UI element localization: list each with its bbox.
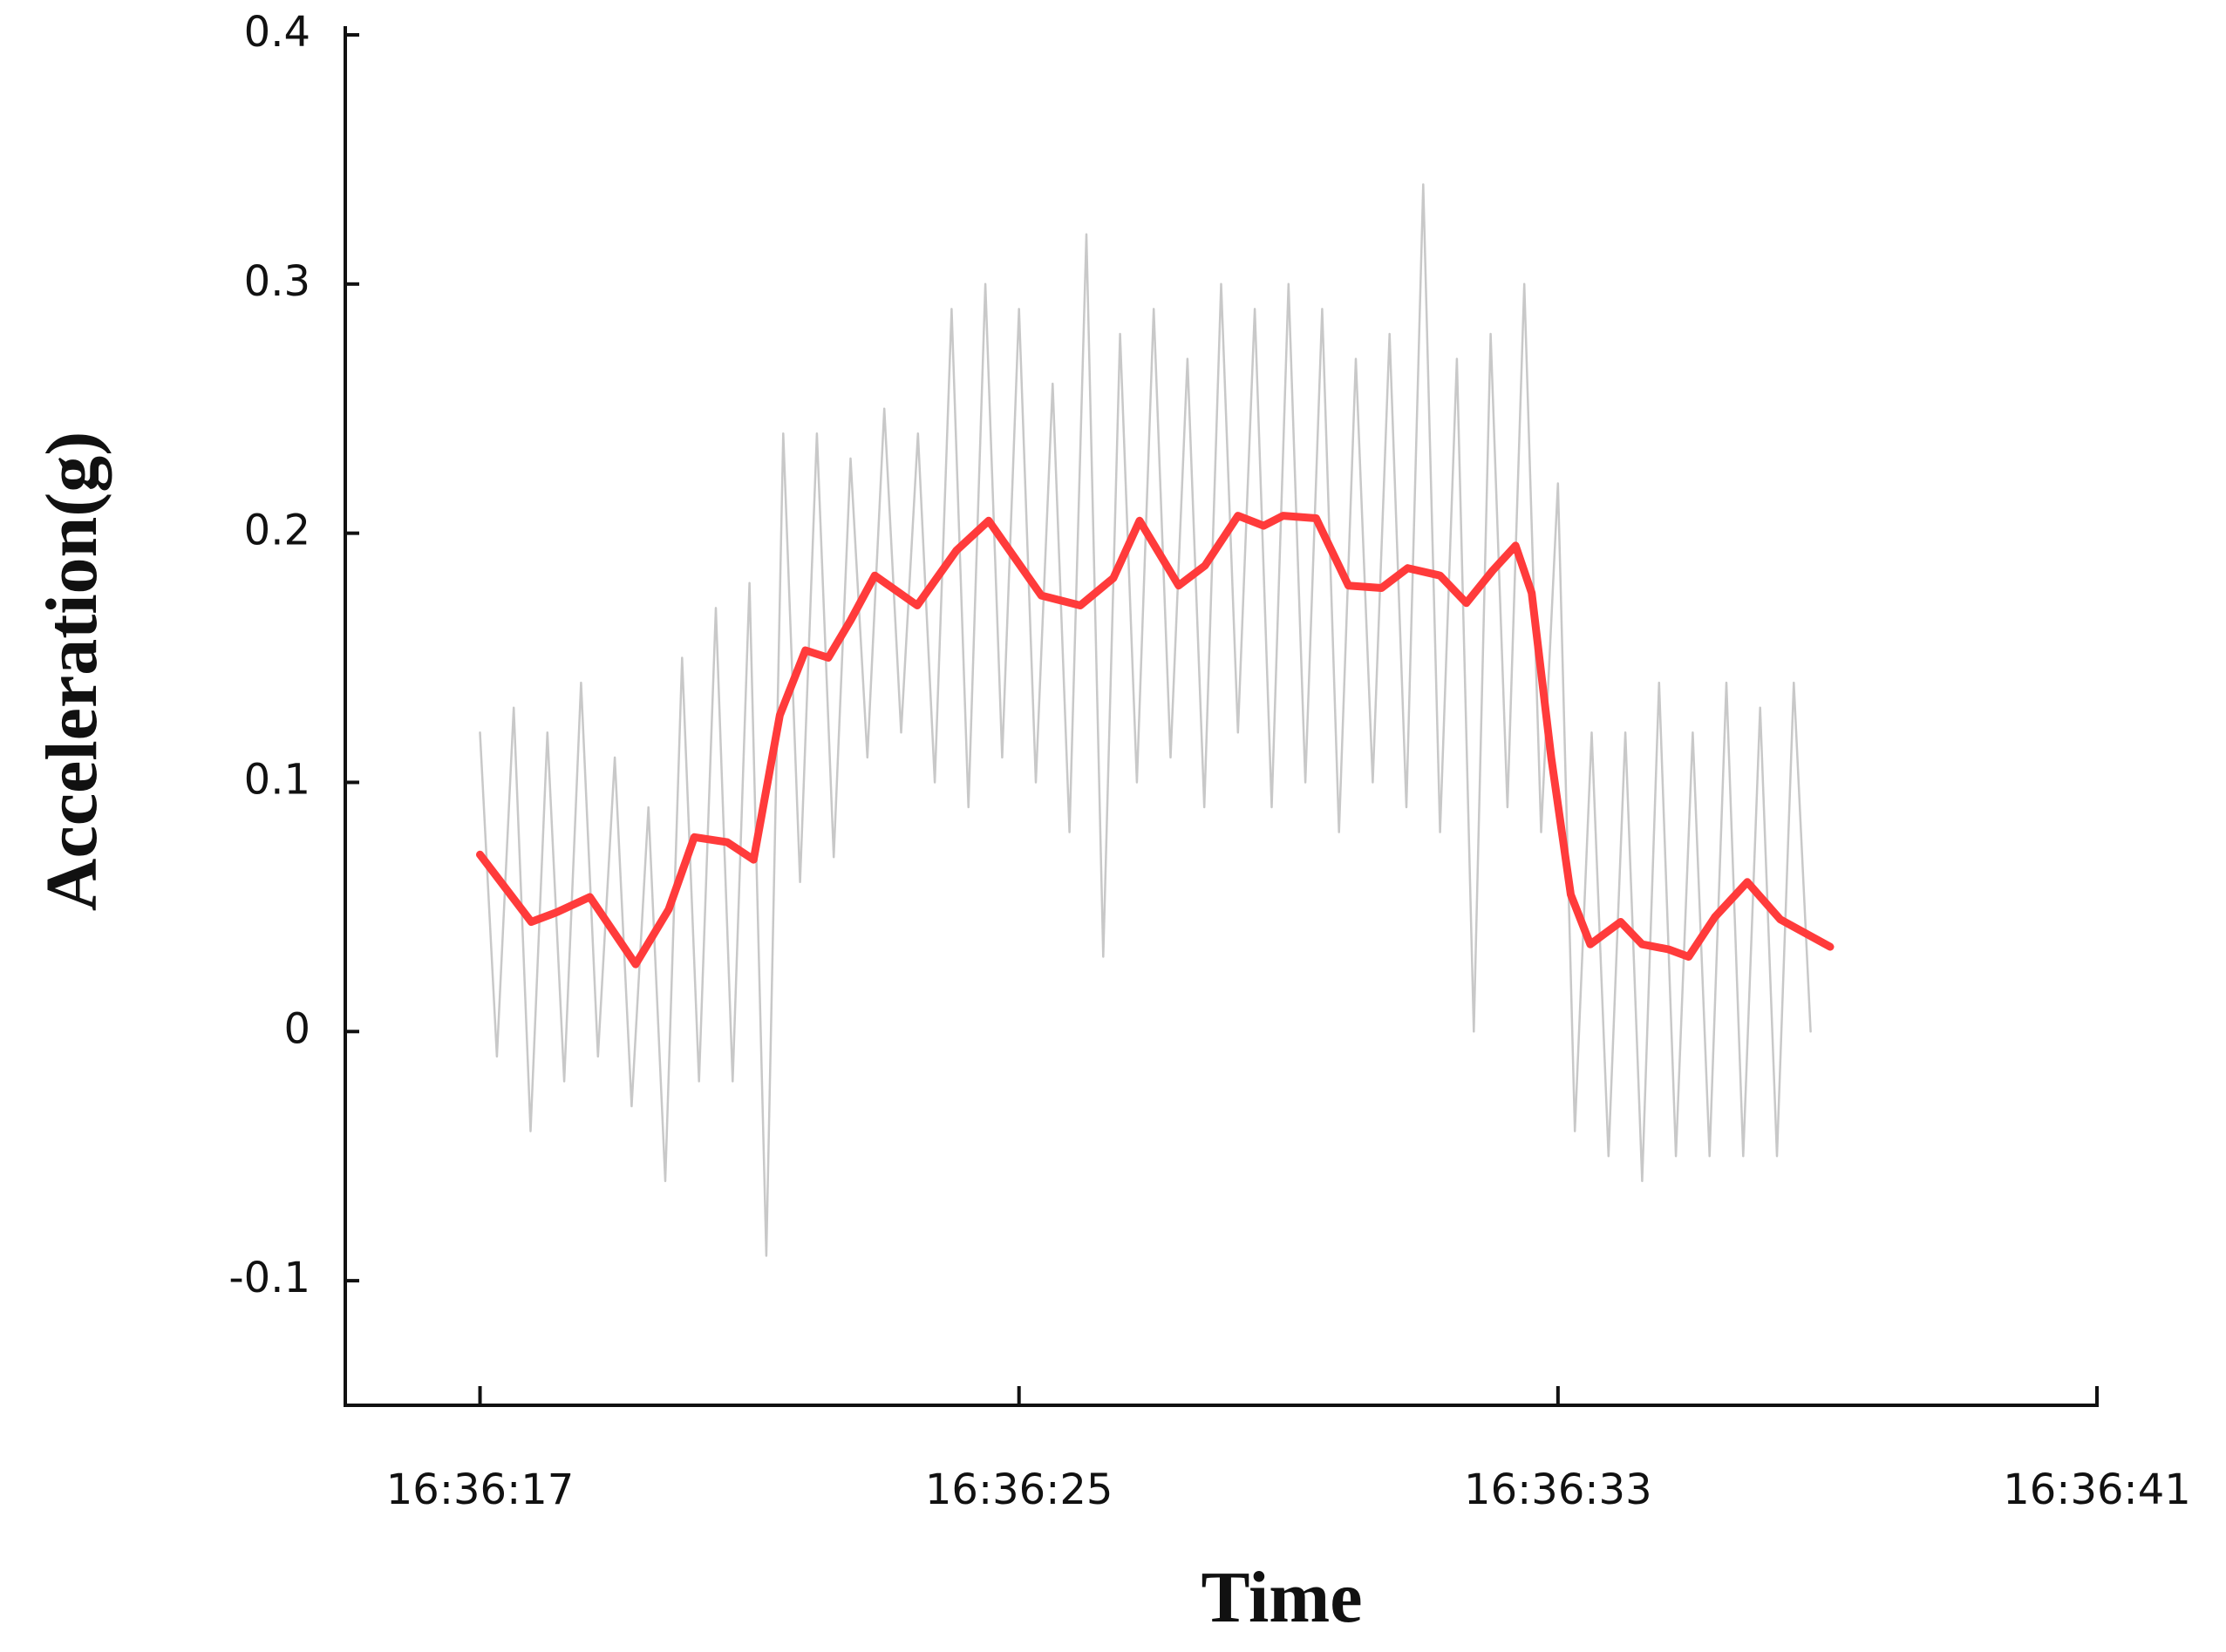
x-tick-label: 16:36:25 <box>925 1465 1113 1514</box>
y-axis-title: Acceleration(g) <box>31 432 112 911</box>
axes <box>344 26 2099 1407</box>
x-tick-label: 16:36:17 <box>386 1465 575 1514</box>
y-tick-label: 0.1 <box>244 755 310 804</box>
y-tick-label: 0.4 <box>244 8 310 57</box>
smooth-line <box>476 512 1835 969</box>
x-tick-label: 16:36:33 <box>1464 1465 1652 1514</box>
x-tick-label: 16:36:41 <box>2003 1465 2191 1514</box>
raw-line <box>479 183 1812 1257</box>
y-tick-label: -0.1 <box>228 1254 310 1302</box>
x-axis-title: Time <box>1201 1557 1362 1638</box>
y-tick-label: 0.2 <box>244 506 310 555</box>
y-tick-label: 0 <box>283 1004 310 1053</box>
y-tick-label: 0.3 <box>244 257 310 306</box>
